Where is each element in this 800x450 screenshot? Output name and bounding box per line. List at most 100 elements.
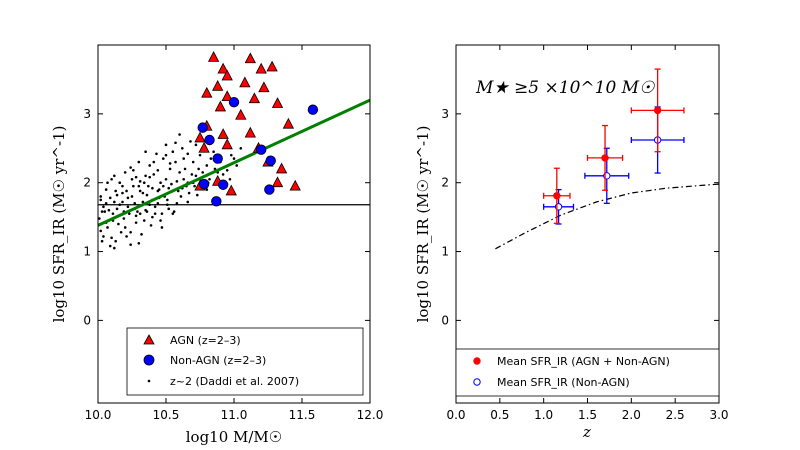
daddi-point (113, 174, 116, 178)
daddi-point (197, 167, 200, 171)
daddi-point (159, 219, 162, 222)
right-xtick-label: 2.0 (622, 408, 641, 422)
legend-daddi-label: z~2 (Daddi et al. 2007) (170, 375, 299, 388)
daddi-point (171, 150, 175, 154)
nonagn-point (197, 122, 208, 133)
agn-point (212, 79, 224, 91)
daddi-point (132, 184, 135, 188)
daddi-point (134, 221, 138, 224)
agn-point (266, 60, 278, 72)
daddi-point (98, 217, 101, 220)
right-ytick-label: 3 (441, 107, 449, 121)
agn-point (221, 138, 233, 150)
daddi-point (118, 181, 122, 184)
left-ytick-label: 3 (83, 107, 91, 121)
right-xtick-label: 3.0 (709, 408, 728, 422)
daddi-point (156, 169, 160, 172)
daddi-point (148, 164, 151, 167)
daddi-point (99, 229, 103, 233)
daddi-point (168, 162, 172, 165)
agn-point (214, 100, 227, 112)
daddi-point (104, 188, 108, 191)
left-xtick-label: 12.0 (357, 408, 384, 422)
agn-point (244, 52, 256, 64)
daddi-point (134, 175, 138, 179)
daddi-point (189, 140, 192, 143)
right-xtick-label: 2.5 (666, 408, 685, 422)
agn-point (198, 141, 210, 153)
left-ytick-label: 2 (83, 176, 91, 190)
daddi-point (229, 153, 233, 157)
daddi-point (167, 207, 171, 211)
daddi-point (111, 212, 115, 215)
mass-annotation: M★ ≥5 ×10^10 M☉ (475, 78, 655, 98)
nonagn-point (228, 96, 240, 108)
daddi-point (190, 173, 194, 176)
left-axis-ticks: 10.0 10.5 11.0 11.5 12.0 0 1 2 3 (83, 45, 383, 422)
legend-nonagn-label: Non-AGN (z=2–3) (170, 354, 266, 367)
daddi-point (125, 189, 128, 193)
daddi-point (99, 195, 103, 198)
agn-point (289, 179, 301, 191)
daddi-point (182, 157, 185, 160)
daddi-point (125, 235, 128, 238)
agn-point (201, 86, 213, 98)
daddi-point (141, 191, 145, 195)
agn-point (244, 126, 256, 138)
daddi-point (147, 184, 150, 188)
daddi-point (195, 193, 199, 197)
daddi-point (153, 212, 157, 215)
left-ytick-label: 0 (83, 313, 91, 327)
daddi-point (178, 171, 181, 174)
daddi-point (164, 153, 168, 157)
fit-line (97, 98, 371, 227)
daddi-point (108, 244, 112, 248)
agn-point (271, 97, 284, 108)
agn-point (255, 62, 267, 74)
daddi-point (171, 212, 175, 215)
daddi-point (194, 143, 198, 147)
daddi-point (209, 157, 213, 160)
agn-point (194, 131, 206, 143)
legend-mean-nonagn-label: Mean SFR_IR (Non-AGN) (497, 376, 630, 389)
daddi-point (183, 167, 187, 171)
legend-mean-all-marker (473, 357, 481, 365)
legend-agn-marker (143, 334, 155, 345)
mean-all-point (553, 192, 561, 200)
daddi-point (145, 193, 149, 197)
right-ytick-label: 0 (441, 313, 449, 327)
nonagn-point (256, 144, 267, 155)
mean-all-point (653, 106, 662, 115)
daddi-point (205, 188, 209, 191)
daddi-point (149, 224, 153, 227)
daddi-point (221, 173, 225, 176)
daddi-point (107, 208, 111, 212)
daddi-point (208, 177, 211, 181)
daddi-point (235, 164, 239, 167)
daddi-point (168, 167, 172, 171)
daddi-point (159, 181, 162, 184)
daddi-point (144, 150, 147, 154)
daddi-point (160, 212, 164, 215)
agn-point (282, 117, 295, 129)
nonagn-point (265, 155, 276, 166)
agn-point (217, 128, 229, 139)
daddi-point (152, 160, 156, 164)
left-legend-box (126, 327, 364, 396)
daddi-point (137, 241, 141, 245)
daddi-point (121, 191, 124, 195)
daddi-point (148, 175, 151, 179)
daddi-point (174, 141, 177, 145)
right-axis-ticks: 0.0 0.5 1.0 1.5 2.0 2.5 3.0 0 1 2 3 (441, 45, 729, 422)
left-xtick-label: 10.5 (153, 408, 180, 422)
agn-point (239, 76, 251, 88)
daddi-point (138, 212, 142, 215)
daddi-point (129, 230, 132, 234)
right-xtick-label: 0.0 (446, 408, 465, 422)
right-ylabel: log10 SFR_IR (M☉ yr^-1) (414, 126, 432, 323)
daddi-point (103, 210, 107, 213)
daddi-point (141, 200, 145, 204)
daddi-point (186, 152, 190, 156)
agn-point (217, 62, 229, 74)
nonagn-point (264, 184, 275, 195)
